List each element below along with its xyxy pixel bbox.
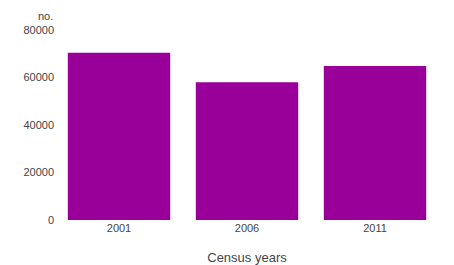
svg-text:2006: 2006	[235, 222, 259, 234]
svg-text:40000: 40000	[23, 119, 54, 131]
svg-text:20000: 20000	[23, 166, 54, 178]
svg-text:80000: 80000	[23, 24, 54, 36]
svg-text:60000: 60000	[23, 71, 54, 83]
svg-text:0: 0	[48, 214, 54, 226]
svg-text:2011: 2011	[363, 222, 387, 234]
svg-text:no.: no.	[38, 10, 53, 22]
svg-text:Census years: Census years	[207, 250, 287, 265]
svg-text:2001: 2001	[107, 222, 131, 234]
